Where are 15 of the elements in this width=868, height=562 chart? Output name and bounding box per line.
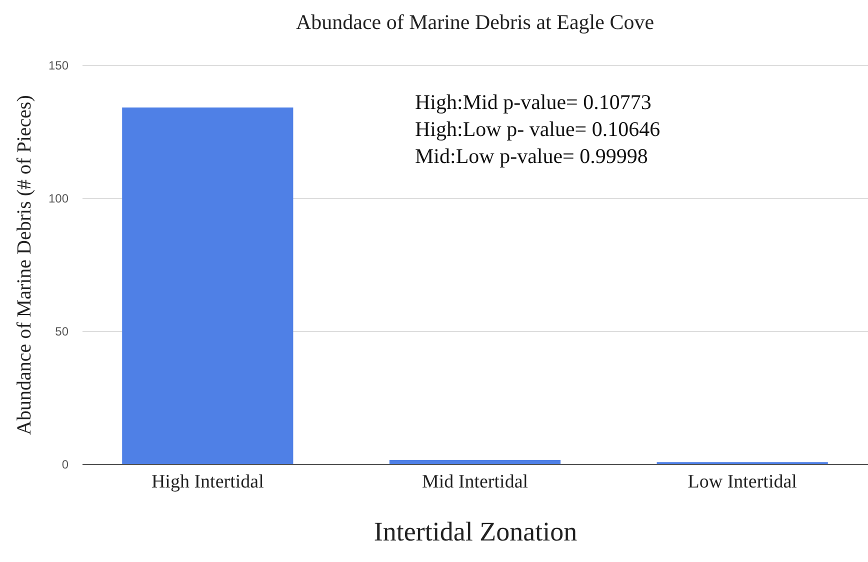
y-tick-label: 50 xyxy=(55,324,69,338)
chart-title: Abundace of Marine Debris at Eagle Cove xyxy=(296,10,654,34)
y-tick-label: 0 xyxy=(62,458,69,472)
x-tick-label: High Intertidal xyxy=(151,472,264,492)
y-axis-title: Abundance of Marine Debris (# of Pieces) xyxy=(13,95,36,435)
bar xyxy=(122,108,294,464)
y-tick-label: 150 xyxy=(48,58,69,72)
annotation: Mid:Low p-value= 0.99998 xyxy=(415,144,648,168)
bar xyxy=(389,460,561,464)
annotation: High:Mid p-value= 0.10773 xyxy=(415,90,652,114)
annotation: High:Low p- value= 0.10646 xyxy=(415,117,660,141)
y-tick-label: 100 xyxy=(48,192,69,206)
x-axis-title: Intertidal Zonation xyxy=(374,516,578,546)
x-tick-label: Mid Intertidal xyxy=(422,472,528,492)
x-tick-label: Low Intertidal xyxy=(688,472,797,492)
